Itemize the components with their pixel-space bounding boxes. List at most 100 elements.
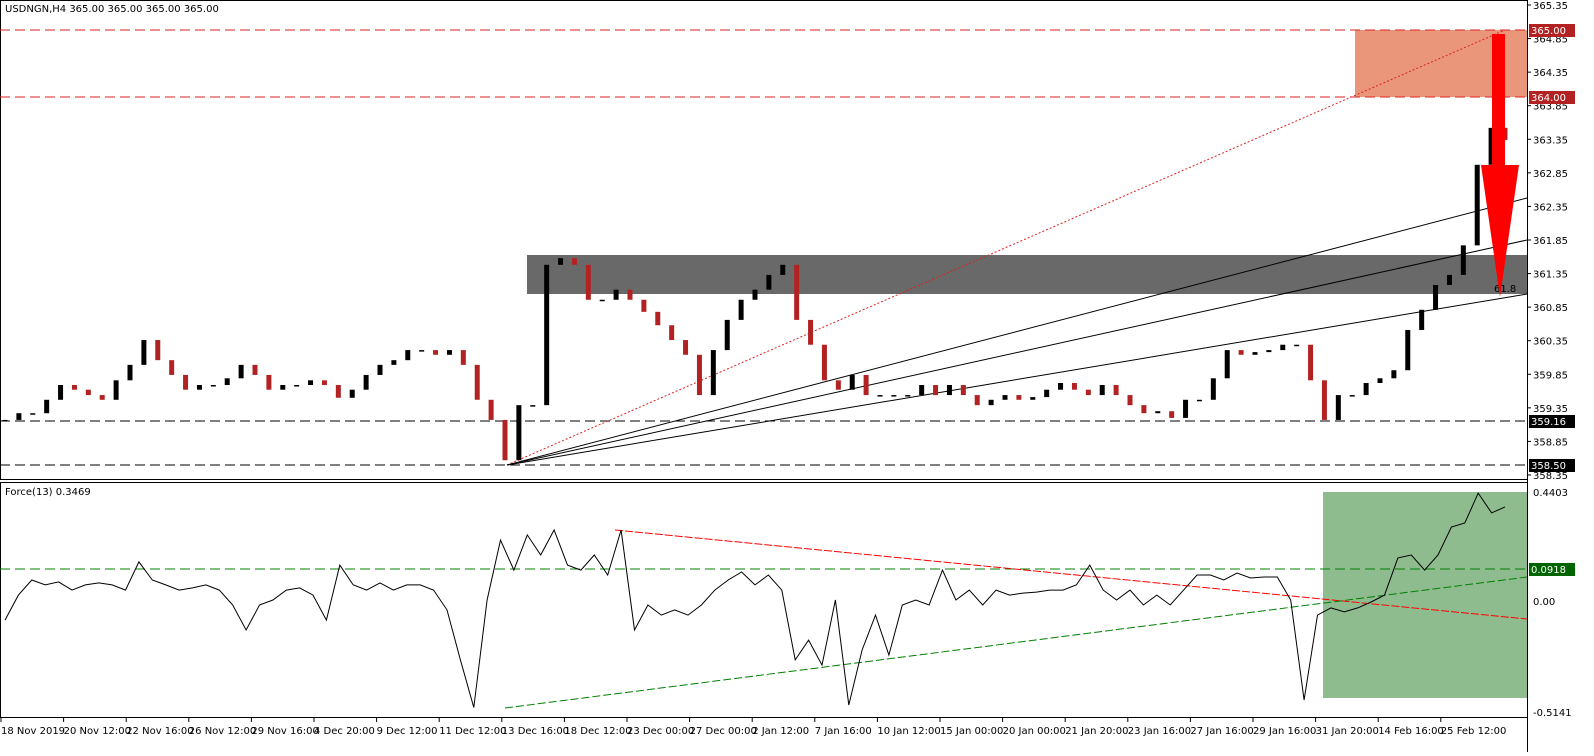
candle	[1294, 344, 1300, 347]
candle	[2, 419, 8, 422]
candle	[530, 405, 536, 407]
time-tick-label: 11 Dec 12:00	[439, 726, 506, 737]
candle	[1460, 245, 1466, 275]
force-axis: 0.4403 0.00 -0.5141	[1533, 488, 1572, 719]
candle	[724, 319, 730, 351]
candle	[627, 289, 633, 300]
time-tick-label: 15 Jan 00:00	[940, 726, 1003, 737]
fan-line-61	[506, 293, 1528, 466]
candle	[210, 385, 216, 387]
candle	[835, 380, 841, 390]
support-zone	[527, 255, 1527, 294]
badge-force-level	[1529, 563, 1575, 576]
time-tick-label: 13 Dec 16:00	[502, 726, 569, 737]
candle	[460, 350, 466, 365]
price-tick-label: 358.35	[1533, 471, 1568, 482]
candle	[988, 399, 994, 406]
candle	[1210, 378, 1216, 400]
candle	[1071, 382, 1077, 390]
candle	[169, 360, 175, 375]
price-tick-label: 359.35	[1533, 404, 1568, 415]
candle	[919, 385, 925, 396]
candle	[946, 385, 952, 396]
force-green-trendline	[504, 576, 1528, 709]
time-tick-label: 31 Jan 20:00	[1316, 726, 1379, 737]
candle	[1016, 395, 1022, 400]
price-axis: 365.35 364.85 364.35 363.85 363.35 362.85 362.…	[1527, 0, 1568, 752]
candle	[294, 385, 300, 387]
time-tick-label: 29 Jan 16:00	[1253, 726, 1316, 737]
candle	[252, 364, 258, 375]
price-tick-label: 359.85	[1533, 370, 1568, 381]
badge-365-label: 365.00	[1531, 26, 1566, 37]
candle	[1141, 405, 1147, 414]
candle	[1113, 385, 1119, 396]
candle	[1433, 284, 1439, 310]
time-tick-label: 26 Nov 12:00	[189, 726, 256, 737]
candle	[1099, 385, 1105, 396]
fan-line-38	[506, 197, 1528, 466]
candle	[391, 360, 397, 365]
candle	[71, 385, 77, 390]
candle	[821, 344, 827, 381]
candle	[1377, 378, 1383, 383]
candle	[1349, 395, 1355, 397]
candle	[155, 340, 161, 361]
candle	[85, 389, 91, 396]
time-tick-label: 21 Jan 20:00	[1065, 726, 1128, 737]
force-tick-label: -0.5141	[1533, 708, 1572, 719]
candle	[1085, 389, 1091, 396]
force-line	[4, 492, 1506, 708]
candle	[766, 274, 772, 290]
candle	[1308, 344, 1314, 381]
price-tick-label: 362.85	[1533, 169, 1568, 180]
candle	[1002, 395, 1008, 400]
candle	[335, 385, 341, 398]
candle	[1488, 127, 1494, 165]
candle	[516, 405, 522, 461]
candle	[780, 264, 786, 275]
candle	[183, 374, 189, 390]
badge-364-label: 364.00	[1531, 93, 1566, 104]
time-tick-label: 27 Jan 16:00	[1190, 726, 1253, 737]
time-tick-label: 22 Nov 16:00	[126, 726, 193, 737]
candle	[433, 350, 439, 355]
indicator-title: Force(13) 0.3469	[5, 487, 91, 498]
candle	[710, 350, 716, 396]
time-tick-label: 23 Jan 16:00	[1128, 726, 1191, 737]
candle	[599, 299, 605, 302]
time-tick-label: 18 Dec 12:00	[564, 726, 631, 737]
candle	[613, 289, 619, 300]
candle	[446, 350, 452, 355]
candle	[113, 380, 119, 400]
candle	[1127, 395, 1133, 406]
time-tick-label: 20 Jan 00:00	[1003, 726, 1066, 737]
candle	[1419, 309, 1425, 330]
time-tick-label: 23 Dec 00:00	[627, 726, 694, 737]
price-tick-label: 364.35	[1533, 68, 1568, 79]
candles	[2, 127, 1508, 461]
badge-364	[1529, 91, 1575, 104]
candle	[558, 258, 564, 265]
candle	[933, 385, 939, 396]
candle	[16, 413, 22, 420]
candle	[196, 385, 202, 390]
candle	[266, 374, 272, 390]
candle	[571, 258, 577, 265]
candle	[655, 311, 661, 326]
candle	[905, 395, 911, 397]
candle	[1280, 344, 1286, 351]
force-zone	[1323, 492, 1527, 698]
candle	[1196, 399, 1202, 402]
force-tick-label: 0.00	[1533, 597, 1555, 608]
time-tick-label: 18 Nov 2019	[1, 726, 65, 737]
candle	[127, 364, 133, 381]
time-tick-label: 20 Nov 12:00	[64, 726, 131, 737]
candle	[808, 319, 814, 345]
time-tick-label: 27 Dec 00:00	[690, 726, 757, 737]
candle	[224, 378, 230, 386]
price-tick-label: 361.35	[1533, 270, 1568, 281]
price-tick-label: 364.85	[1533, 35, 1568, 46]
